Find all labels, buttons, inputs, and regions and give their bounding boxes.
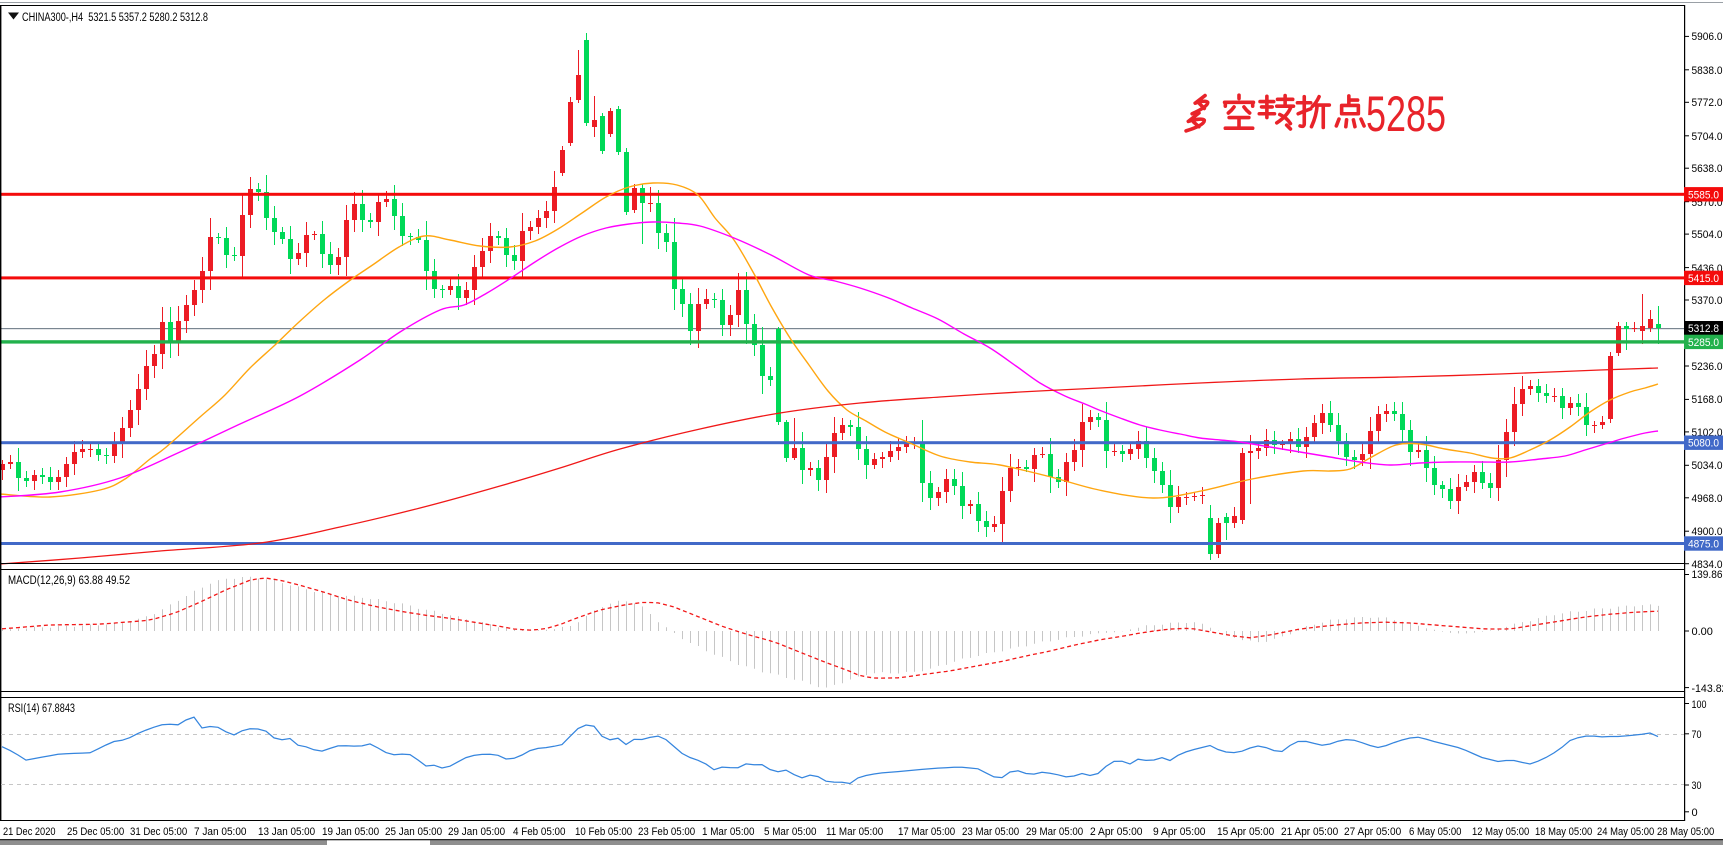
svg-text:9 Apr 05:00: 9 Apr 05:00 [1153,826,1206,838]
svg-text:5034.0: 5034.0 [1692,460,1723,472]
svg-text:13 Jan 05:00: 13 Jan 05:00 [258,826,315,838]
svg-text:25 Jan 05:00: 25 Jan 05:00 [385,826,442,838]
svg-text:5638.0: 5638.0 [1692,163,1723,175]
svg-text:CHINA300-,H4 5321.5 5357.2 52: CHINA300-,H4 5321.5 5357.2 5280.2 5312.8 [22,12,208,24]
svg-text:0: 0 [1692,807,1698,819]
svg-text:5168.0: 5168.0 [1692,394,1723,406]
svg-text:5772.0: 5772.0 [1692,97,1723,109]
svg-text:5415.0: 5415.0 [1688,273,1719,285]
svg-text:30: 30 [1692,780,1702,792]
svg-text:5285.0: 5285.0 [1688,337,1719,349]
svg-text:-143.82: -143.82 [1692,683,1723,695]
svg-text:5080.0: 5080.0 [1688,438,1719,450]
svg-text:23 Feb 05:00: 23 Feb 05:00 [638,826,695,838]
svg-text:RSI(14) 67.8843: RSI(14) 67.8843 [8,703,75,715]
svg-text:27 Apr 05:00: 27 Apr 05:00 [1344,826,1401,838]
svg-text:10 Feb 05:00: 10 Feb 05:00 [575,826,632,838]
svg-text:25 Dec 05:00: 25 Dec 05:00 [67,826,124,838]
svg-text:28 May 05:00: 28 May 05:00 [1657,826,1714,838]
svg-text:18 May 05:00: 18 May 05:00 [1535,826,1592,838]
svg-text:1 Mar 05:00: 1 Mar 05:00 [702,826,755,838]
svg-text:5838.0: 5838.0 [1692,65,1723,77]
svg-text:0.00: 0.00 [1692,626,1713,638]
svg-text:5585.0: 5585.0 [1688,189,1719,201]
svg-text:139.86: 139.86 [1692,569,1723,581]
svg-text:100: 100 [1692,699,1707,711]
svg-text:5504.0: 5504.0 [1692,229,1723,241]
svg-text:4900.0: 4900.0 [1692,526,1723,538]
svg-text:29 Mar 05:00: 29 Mar 05:00 [1026,826,1083,838]
svg-text:5312.8: 5312.8 [1688,323,1719,335]
svg-text:MACD(12,26,9) 63.88 49.52: MACD(12,26,9) 63.88 49.52 [8,575,130,587]
svg-text:6 May 05:00: 6 May 05:00 [1409,826,1462,838]
svg-text:5370.0: 5370.0 [1692,295,1723,307]
svg-text:15 Apr 05:00: 15 Apr 05:00 [1217,826,1274,838]
svg-text:4968.0: 4968.0 [1692,493,1723,505]
svg-text:19 Jan 05:00: 19 Jan 05:00 [322,826,379,838]
svg-text:17 Mar 05:00: 17 Mar 05:00 [898,826,955,838]
svg-text:12 May 05:00: 12 May 05:00 [1472,826,1529,838]
svg-text:4834.0: 4834.0 [1692,559,1723,571]
svg-text:29 Jan 05:00: 29 Jan 05:00 [448,826,505,838]
svg-text:2 Apr 05:00: 2 Apr 05:00 [1090,826,1143,838]
svg-text:21 Dec 2020: 21 Dec 2020 [3,826,56,838]
svg-text:31 Dec 05:00: 31 Dec 05:00 [130,826,187,838]
svg-text:24 May 05:00: 24 May 05:00 [1597,826,1654,838]
svg-text:23 Mar 05:00: 23 Mar 05:00 [962,826,1019,838]
svg-text:5704.0: 5704.0 [1692,131,1723,143]
svg-text:5285: 5285 [1366,86,1446,142]
svg-text:5906.0: 5906.0 [1692,31,1723,43]
svg-text:5236.0: 5236.0 [1692,361,1723,373]
svg-text:4 Feb 05:00: 4 Feb 05:00 [513,826,566,838]
svg-text:4875.0: 4875.0 [1688,539,1719,551]
svg-text:70: 70 [1692,729,1702,741]
svg-text:5 Mar 05:00: 5 Mar 05:00 [764,826,817,838]
svg-text:21 Apr 05:00: 21 Apr 05:00 [1281,826,1338,838]
svg-text:11 Mar 05:00: 11 Mar 05:00 [826,826,883,838]
svg-text:7 Jan 05:00: 7 Jan 05:00 [194,826,247,838]
